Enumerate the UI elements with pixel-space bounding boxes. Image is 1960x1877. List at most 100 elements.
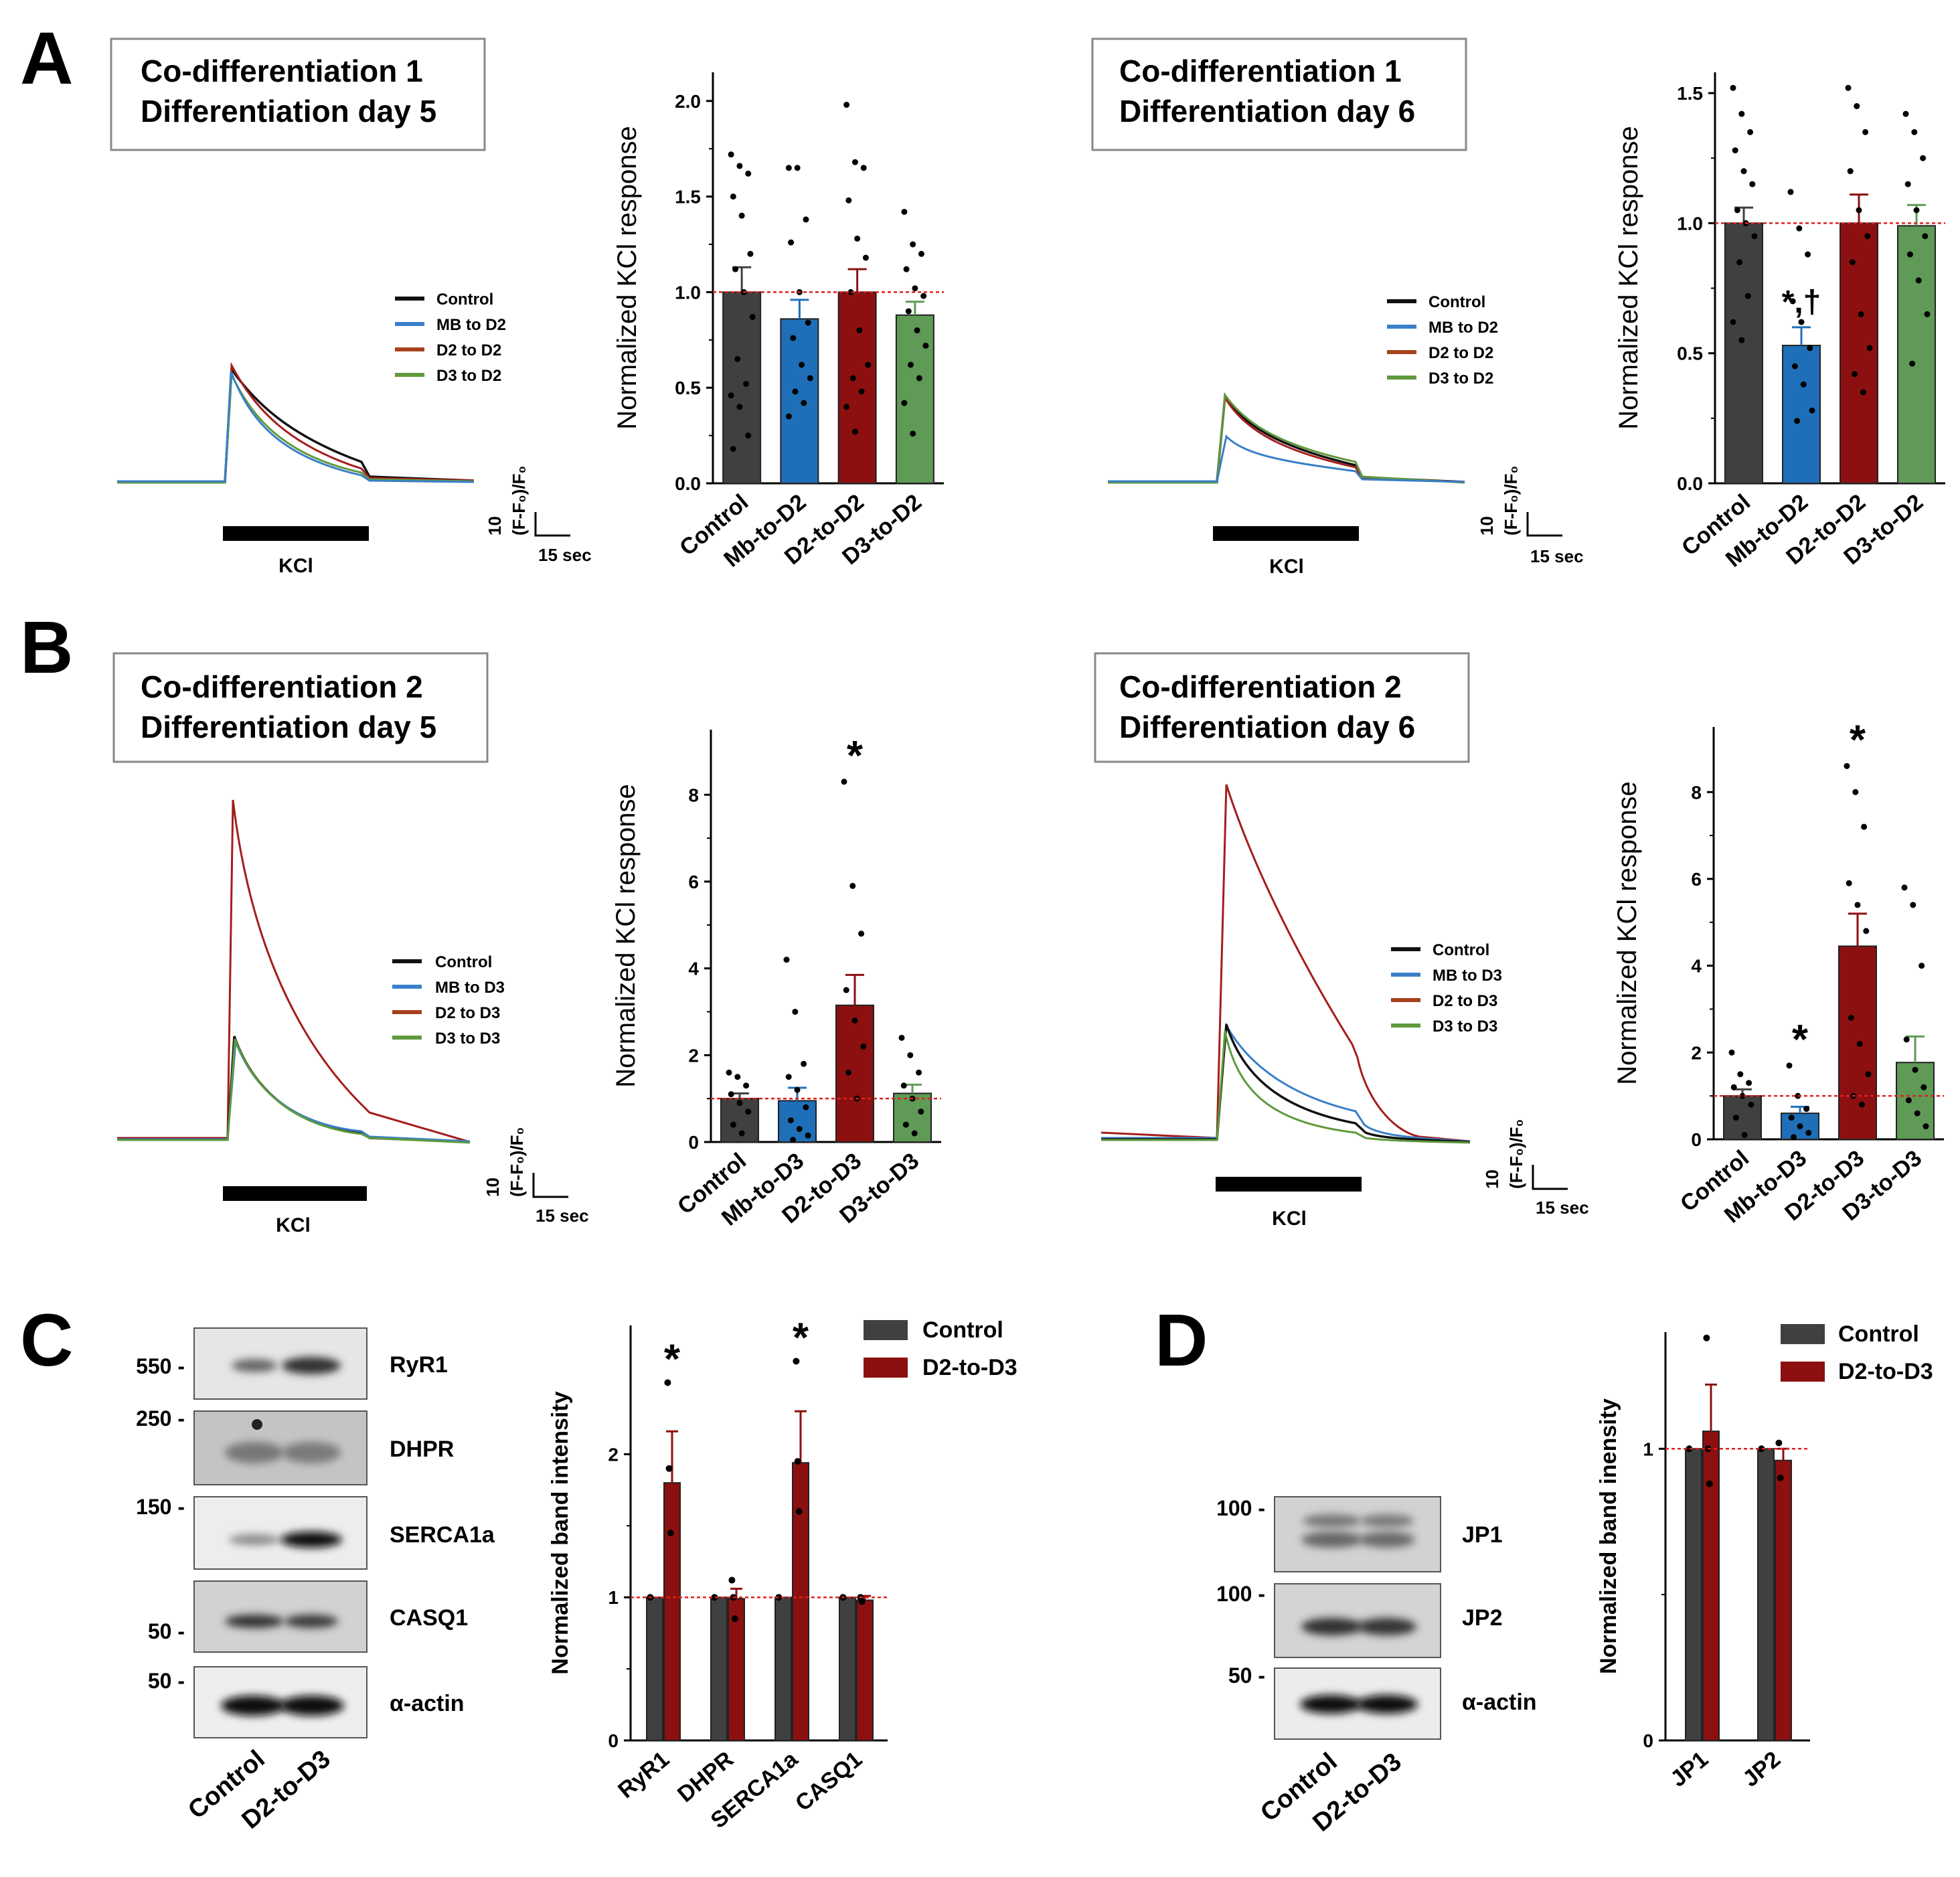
band-label: JP2 — [1462, 1605, 1503, 1631]
legend-label: D2 to D2 — [436, 341, 501, 359]
trace-plot-b6: KCl — [1100, 784, 1471, 1230]
data-point — [1852, 371, 1858, 378]
data-point — [1912, 1066, 1918, 1073]
data-point — [792, 388, 799, 395]
data-point — [1863, 928, 1870, 934]
panel-label-b: B — [20, 606, 73, 689]
data-point — [1789, 298, 1796, 305]
data-point — [665, 1465, 673, 1472]
legend-swatch-d2-to-d3 — [1781, 1362, 1825, 1382]
scale-bar-b6: 10 (F-F₀)/F₀ 15 sec — [1482, 1119, 1589, 1218]
data-point — [1738, 337, 1745, 343]
scale-y-label: 10 — [483, 1177, 503, 1197]
data-point — [1796, 225, 1803, 232]
data-point — [803, 216, 809, 223]
data-point — [728, 1576, 736, 1584]
data-point — [1798, 319, 1805, 325]
data-point — [793, 1358, 800, 1365]
scale-bar-b5: 10 (F-F₀)/F₀ 15 sec — [483, 1127, 589, 1226]
data-point — [914, 327, 920, 334]
data-point — [1860, 389, 1866, 396]
y-axis-label: Normalized KCl response — [1614, 126, 1643, 430]
data-point — [911, 1130, 918, 1137]
y-tick-label: 1 — [608, 1587, 619, 1608]
data-point — [1741, 1132, 1748, 1139]
data-point — [1864, 233, 1871, 240]
scale-x-label: 15 sec — [538, 545, 592, 565]
y-tick-label: 4 — [688, 959, 699, 979]
trace-d2 — [1108, 394, 1465, 483]
scale-y-label: 10 — [1477, 516, 1497, 536]
data-point — [918, 1109, 924, 1115]
data-point — [922, 342, 929, 349]
trace-d2 — [1100, 784, 1471, 1143]
data-point — [731, 1615, 738, 1623]
data-point — [1858, 1101, 1865, 1108]
trace-legend-a5: Control MB to D2 D2 to D2 D3 to D2 — [395, 291, 506, 385]
data-point — [1703, 1334, 1710, 1341]
data-point — [794, 165, 801, 171]
y-axis-label: Normalized KCl response — [1613, 781, 1642, 1085]
data-point — [1906, 251, 1913, 258]
data-point — [1849, 259, 1856, 266]
data-point — [738, 1130, 745, 1137]
mw-marker: 100 - — [1216, 1496, 1265, 1520]
trace-d3 — [117, 371, 475, 484]
data-point — [1786, 1062, 1793, 1069]
significance-marker: * — [1792, 1017, 1809, 1063]
stimulus-bar — [223, 526, 369, 541]
data-point — [860, 1043, 867, 1050]
data-point — [730, 193, 736, 200]
legend-label: MB to D3 — [435, 979, 505, 997]
panel-label-a: A — [20, 17, 73, 100]
data-point — [1706, 1480, 1713, 1487]
scale-y-units: (F-F₀)/F₀ — [509, 466, 529, 536]
data-point — [901, 400, 908, 406]
legend-label: D2-to-D3 — [1838, 1359, 1933, 1384]
bar — [839, 1597, 856, 1741]
data-point — [1854, 902, 1861, 908]
bar — [722, 291, 762, 484]
data-point — [843, 987, 849, 993]
trace-legend-b6: Control MB to D3 D2 to D3 D3 to D3 — [1391, 941, 1502, 1036]
bar — [780, 318, 819, 484]
trace-control — [117, 365, 475, 483]
legend-c: Control D2-to-D3 — [864, 1317, 1017, 1380]
trace-d2 — [117, 361, 475, 483]
data-point — [898, 1034, 905, 1041]
data-point — [1905, 1097, 1912, 1104]
scale-x-label: 15 sec — [1536, 1198, 1589, 1218]
y-tick-label: 8 — [688, 785, 699, 805]
title-box-a6: Co-differentiation 1 Differentiation day… — [1091, 37, 1467, 151]
data-point — [794, 1458, 801, 1465]
data-point — [860, 165, 867, 171]
title-box-b5: Co-differentiation 2 Differentiation day… — [112, 652, 489, 763]
trace-d3 — [1108, 392, 1465, 484]
y-tick-label: 0 — [1643, 1730, 1653, 1751]
data-point — [1910, 902, 1916, 908]
bar — [710, 1597, 728, 1741]
bar — [1702, 1431, 1720, 1741]
data-point — [1904, 181, 1911, 187]
data-point — [795, 1507, 803, 1515]
significance-marker: * — [664, 1337, 681, 1383]
data-point — [916, 1069, 922, 1076]
data-point — [1913, 207, 1920, 214]
legend-label: MB to D2 — [1428, 319, 1498, 337]
data-point — [1740, 168, 1747, 175]
mw-marker: 50 - — [148, 1669, 185, 1693]
legend-swatch-control — [1781, 1324, 1825, 1344]
trace-d2 — [117, 799, 471, 1143]
legend-label: D2 to D3 — [435, 1004, 500, 1022]
data-point — [862, 254, 869, 261]
mw-marker: 150 - — [136, 1495, 185, 1519]
data-point — [743, 380, 750, 387]
mw-marker: 250 - — [136, 1406, 185, 1431]
bar — [1724, 222, 1763, 484]
data-point — [734, 355, 741, 362]
data-point — [856, 327, 863, 334]
blot-strip-ryr1 — [193, 1327, 368, 1400]
data-point — [1809, 407, 1815, 414]
